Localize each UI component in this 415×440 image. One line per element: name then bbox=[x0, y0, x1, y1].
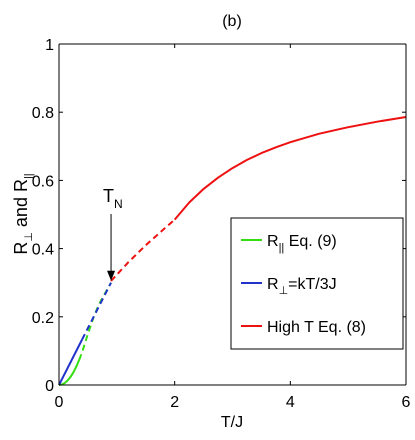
x-tick-label: 2 bbox=[170, 394, 179, 411]
chart-title: (b) bbox=[222, 13, 242, 30]
series-line-3 bbox=[81, 282, 112, 340]
series-lines bbox=[58, 116, 407, 386]
tn-annotation: TN bbox=[103, 186, 123, 281]
tn-label: TN bbox=[103, 186, 123, 211]
y-tick-label: 0 bbox=[45, 378, 54, 395]
legend-items: R|| Eq. (9) R⊥=kT/3J High T Eq. (8) bbox=[241, 233, 366, 336]
y-tick-label: 0.6 bbox=[32, 173, 54, 190]
series-line-2 bbox=[58, 339, 83, 386]
series-line-5 bbox=[173, 116, 407, 221]
legend: R|| Eq. (9) R⊥=kT/3J High T Eq. (8) bbox=[230, 217, 404, 350]
x-tick-label: 0 bbox=[55, 394, 64, 411]
legend-label: High T Eq. (8) bbox=[267, 319, 366, 336]
x-tick-label: 6 bbox=[402, 394, 411, 411]
x-tick-label: 4 bbox=[286, 394, 295, 411]
x-axis-label: T/J bbox=[221, 414, 243, 431]
y-tick-label: 1 bbox=[45, 37, 54, 54]
legend-label: R⊥=kT/3J bbox=[267, 276, 337, 297]
series-line-0 bbox=[58, 359, 81, 386]
y-axis-label: R⊥ and R|| bbox=[11, 173, 35, 254]
y-tick-label: 0.2 bbox=[32, 310, 54, 327]
axis-ticks: 0 2 4 6 0 0.2 0.4 0.6 0.8 1 bbox=[32, 37, 411, 411]
y-tick-label: 0.8 bbox=[32, 105, 54, 122]
y-tick-label: 0.4 bbox=[32, 242, 54, 259]
legend-label: R|| Eq. (9) bbox=[267, 233, 337, 254]
tn-arrow-head bbox=[107, 270, 116, 281]
